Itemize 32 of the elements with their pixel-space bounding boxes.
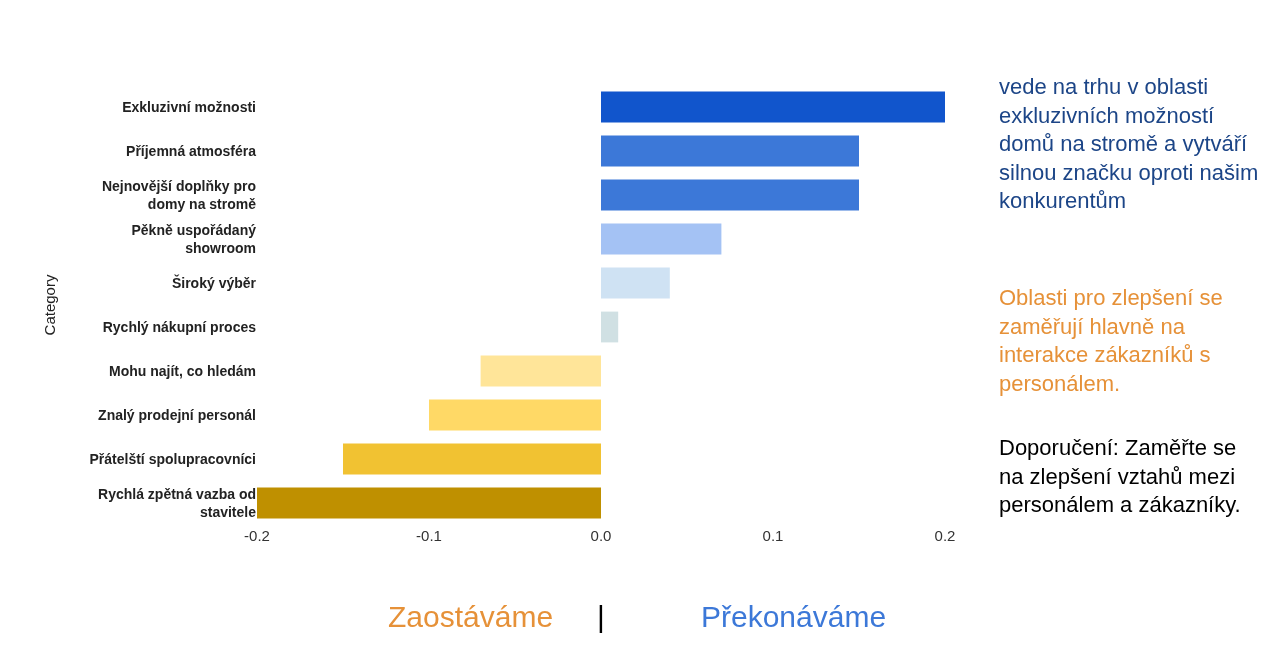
text: vede na trhu v oblasti exkluzivních možností domů na stromě a vytváří silnou značku oproti našim konkurentům: [999, 74, 1259, 214]
text: Zaostáváme: [388, 600, 554, 633]
bar: [601, 223, 722, 255]
x-tick-label: 0.0: [590, 527, 612, 544]
y-tick-label: Mohu najít, co hledám: [108, 362, 256, 379]
y-tick-label: Přátelští spolupracovníci: [89, 450, 256, 467]
bar: [601, 135, 859, 167]
y-tick-label: Rychlá zpětná vazba od stavitele: [98, 485, 257, 520]
x-tick-label: 0.1: [762, 527, 784, 544]
text: Oblasti pro zlepšení se zaměřují hlavně na interakce zákazníků s personálem.: [999, 285, 1223, 396]
x-tick-label: -0.1: [416, 527, 442, 544]
y-tick-label: Exkluzivní možnosti: [122, 98, 256, 115]
bar: [601, 311, 619, 343]
x-tick-label: 0.2: [934, 527, 956, 544]
y-tick-label: Pěkně uspořádaný showroom: [131, 221, 257, 256]
y-tick-label: Příjemná atmosféra: [126, 142, 257, 159]
text: |: [597, 600, 605, 633]
y-tick-label: Široký výběr: [171, 273, 257, 291]
y-tick-label: Rychlý nákupní proces: [102, 318, 257, 335]
y-axis-title: Category: [40, 274, 58, 336]
bar: [480, 355, 601, 387]
y-tick-label: Nejnovější doplňky pro domy na stromě: [101, 177, 257, 212]
text: Doporučení: Zaměřte se na zlepšení vztahů mezi personálem a zákazníky.: [999, 435, 1241, 518]
bar: [601, 179, 859, 211]
bar: [343, 443, 601, 475]
bar: [601, 267, 670, 299]
text: Překonáváme: [701, 600, 887, 633]
bar: [257, 487, 601, 519]
y-tick-label: Znalý prodejní personál: [98, 406, 256, 423]
bar: [429, 399, 601, 431]
x-tick-label: -0.2: [244, 527, 270, 544]
bar: [601, 91, 945, 123]
